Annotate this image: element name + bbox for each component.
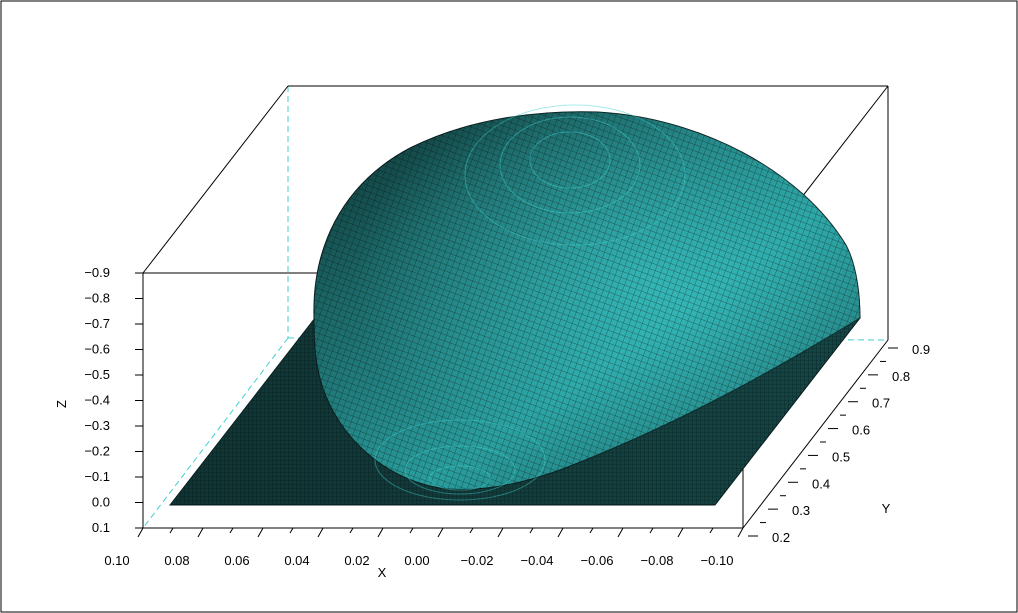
y-tick-label: 0.5 [832, 449, 850, 464]
z-tick-label: 0.0 [92, 495, 110, 510]
y-tick-label: 0.2 [772, 530, 790, 545]
x-tick-mark [617, 527, 624, 538]
x-tick-mark [497, 527, 504, 538]
x-minor-tick [529, 527, 534, 534]
x-tick-label: 0.02 [344, 553, 369, 568]
x-minor-tick [349, 527, 354, 534]
x-tick-mark [557, 527, 564, 538]
y-axis-label: Y [882, 501, 891, 516]
x-tick-label: 0.06 [224, 553, 249, 568]
z-tick-label: −0.3 [84, 418, 110, 433]
x-tick-mark [437, 527, 444, 538]
y-tick-label: 0.8 [892, 369, 910, 384]
y-tick-label: 0.9 [912, 342, 930, 357]
z-tick-label: −0.1 [84, 469, 110, 484]
x-tick-label: −0.08 [641, 553, 674, 568]
x-tick-label: 0.08 [164, 553, 189, 568]
z-tick-label: −0.7 [84, 316, 110, 331]
x-minor-tick [289, 527, 294, 534]
x-axis: 0.10 0.08 0.06 0.04 0.02 0.00 −0.02 −0.04 −0.06 −… [104, 527, 744, 568]
z-tick-label: 0.1 [92, 520, 110, 535]
x-minor-tick [709, 527, 714, 534]
x-tick-label: −0.06 [581, 553, 614, 568]
x-tick-label: 0.04 [284, 553, 309, 568]
x-tick-label: −0.10 [701, 553, 734, 568]
surface-dome [313, 104, 861, 501]
x-tick-label: −0.04 [521, 553, 554, 568]
x-minor-tick [169, 527, 174, 534]
x-minor-tick [589, 527, 594, 534]
x-tick-mark [377, 527, 384, 538]
y-axis: 0.20.30.40.50.60.70.80.9 [748, 342, 930, 545]
z-axis-label: Z [54, 400, 69, 408]
z-tick-label: −0.4 [84, 393, 110, 408]
y-tick-label: 0.7 [872, 396, 890, 411]
z-tick-label: −0.9 [84, 265, 110, 280]
x-tick-mark [317, 527, 324, 538]
x-minor-tick [469, 527, 474, 534]
y-tick-label: 0.6 [852, 423, 870, 438]
x-tick-mark [137, 527, 144, 538]
z-axis: 0.1 0.0 −0.1 −0.2 −0.3 −0.4 −0.5 −0.6 −0.7 −0.8 −0… [84, 265, 143, 535]
x-tick-mark [677, 527, 684, 538]
x-minor-tick [229, 527, 234, 534]
x-tick-label: 0.10 [104, 553, 129, 568]
x-tick-label: 0.00 [404, 553, 429, 568]
y-tick-label: 0.4 [812, 476, 830, 491]
x-axis-label: X [378, 565, 387, 580]
z-tick-label: −0.8 [84, 291, 110, 306]
z-tick-label: −0.2 [84, 444, 110, 459]
x-minor-tick [409, 527, 414, 534]
x-tick-mark [257, 527, 264, 538]
z-tick-label: −0.6 [84, 342, 110, 357]
x-tick-mark [197, 527, 204, 538]
x-tick-label: −0.02 [461, 553, 494, 568]
z-tick-label: −0.5 [84, 367, 110, 382]
x-minor-tick [649, 527, 654, 534]
x-tick-mark [737, 527, 744, 538]
y-tick-label: 0.3 [792, 503, 810, 518]
